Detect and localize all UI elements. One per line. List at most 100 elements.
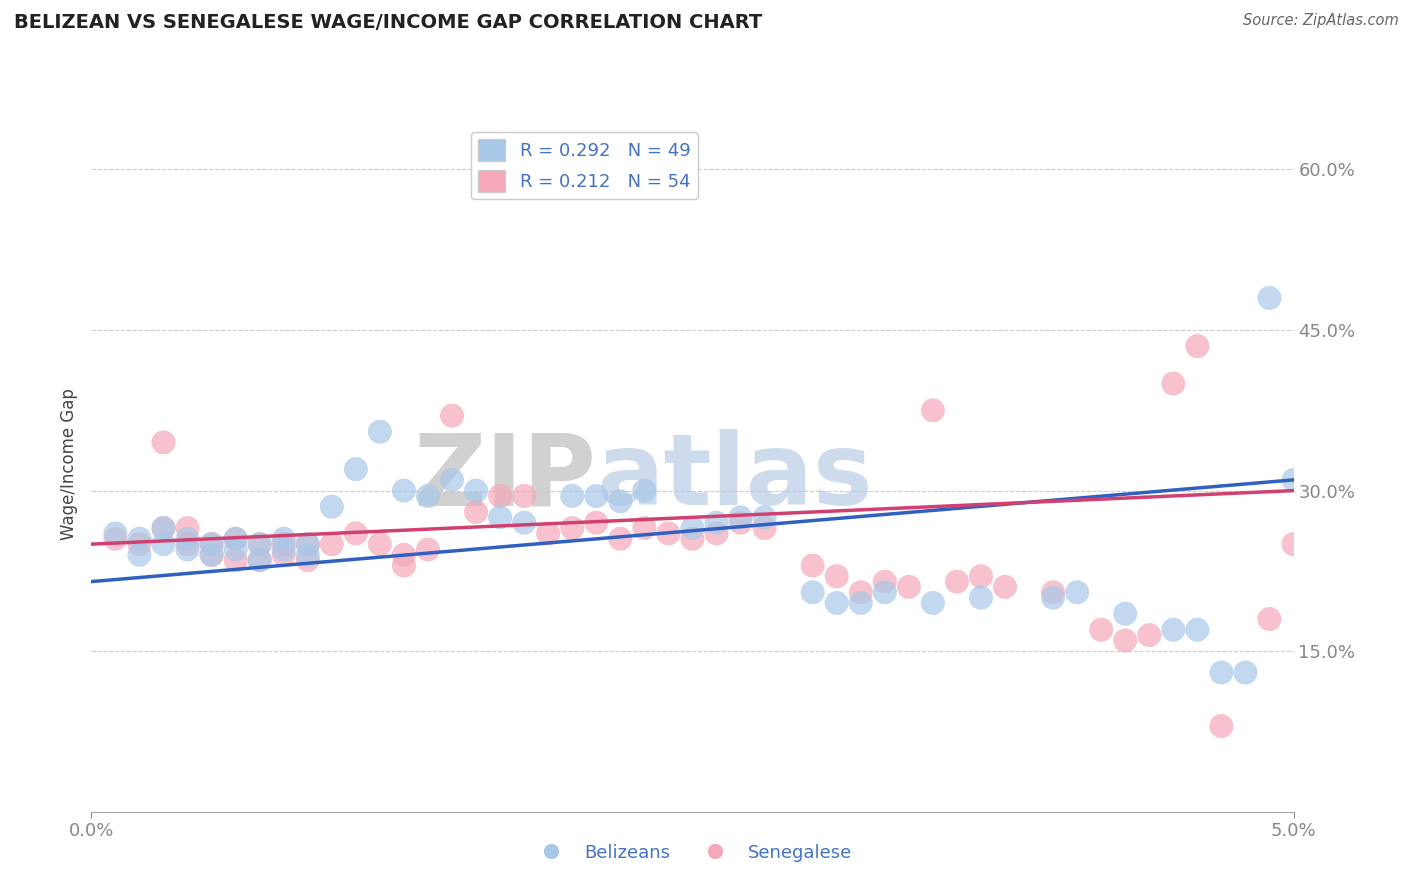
Point xyxy=(368,537,391,551)
Point xyxy=(1234,665,1257,680)
Point xyxy=(201,548,224,562)
Point xyxy=(225,532,247,546)
Point xyxy=(609,494,631,508)
Point xyxy=(489,510,512,524)
Point xyxy=(1282,537,1305,551)
Point xyxy=(225,553,247,567)
Point xyxy=(201,537,224,551)
Point xyxy=(801,585,824,599)
Point xyxy=(176,532,198,546)
Point xyxy=(1211,665,1233,680)
Point xyxy=(922,596,945,610)
Point xyxy=(633,483,655,498)
Point xyxy=(152,521,174,535)
Point xyxy=(1187,623,1209,637)
Point xyxy=(152,537,174,551)
Point xyxy=(176,537,198,551)
Point xyxy=(440,473,463,487)
Point xyxy=(297,548,319,562)
Point xyxy=(392,548,415,562)
Legend: Belizeans, Senegalese: Belizeans, Senegalese xyxy=(526,837,859,869)
Point xyxy=(1090,623,1112,637)
Point xyxy=(922,403,945,417)
Point xyxy=(225,542,247,557)
Point xyxy=(249,537,271,551)
Point xyxy=(465,483,488,498)
Point xyxy=(657,526,679,541)
Point xyxy=(946,574,969,589)
Point xyxy=(297,537,319,551)
Point xyxy=(273,537,295,551)
Point xyxy=(537,526,560,541)
Point xyxy=(249,553,271,567)
Y-axis label: Wage/Income Gap: Wage/Income Gap xyxy=(59,388,77,540)
Point xyxy=(465,505,488,519)
Point xyxy=(201,537,224,551)
Point xyxy=(825,569,848,583)
Point xyxy=(1042,585,1064,599)
Point xyxy=(970,591,993,605)
Point xyxy=(128,537,150,551)
Point xyxy=(416,489,439,503)
Point xyxy=(1187,339,1209,353)
Text: atlas: atlas xyxy=(596,429,873,526)
Point xyxy=(273,542,295,557)
Point xyxy=(754,510,776,524)
Point xyxy=(849,596,872,610)
Point xyxy=(392,483,415,498)
Point xyxy=(1161,623,1184,637)
Point xyxy=(176,542,198,557)
Point xyxy=(1137,628,1160,642)
Point xyxy=(297,537,319,551)
Point xyxy=(561,521,583,535)
Point xyxy=(344,462,367,476)
Point xyxy=(273,532,295,546)
Point xyxy=(585,489,607,503)
Point xyxy=(392,558,415,573)
Point xyxy=(321,500,343,514)
Text: BELIZEAN VS SENEGALESE WAGE/INCOME GAP CORRELATION CHART: BELIZEAN VS SENEGALESE WAGE/INCOME GAP C… xyxy=(14,13,762,32)
Point xyxy=(801,558,824,573)
Point xyxy=(633,521,655,535)
Point xyxy=(513,516,536,530)
Point xyxy=(416,542,439,557)
Point xyxy=(561,489,583,503)
Point xyxy=(489,489,512,503)
Point xyxy=(176,521,198,535)
Point xyxy=(706,516,728,530)
Point xyxy=(249,553,271,567)
Point xyxy=(585,516,607,530)
Point xyxy=(1042,591,1064,605)
Point xyxy=(104,526,127,541)
Point xyxy=(152,521,174,535)
Point xyxy=(873,574,896,589)
Point xyxy=(609,532,631,546)
Point xyxy=(994,580,1017,594)
Point xyxy=(681,521,703,535)
Point xyxy=(1282,473,1305,487)
Point xyxy=(706,526,728,541)
Point xyxy=(201,548,224,562)
Point xyxy=(128,548,150,562)
Point xyxy=(1161,376,1184,391)
Point xyxy=(681,532,703,546)
Point xyxy=(104,532,127,546)
Point xyxy=(249,537,271,551)
Point xyxy=(849,585,872,599)
Point xyxy=(368,425,391,439)
Text: Source: ZipAtlas.com: Source: ZipAtlas.com xyxy=(1243,13,1399,29)
Point xyxy=(225,532,247,546)
Point xyxy=(1114,607,1136,621)
Point xyxy=(754,521,776,535)
Point xyxy=(128,532,150,546)
Text: ZIP: ZIP xyxy=(413,429,596,526)
Point xyxy=(513,489,536,503)
Point xyxy=(897,580,920,594)
Point xyxy=(152,435,174,450)
Point xyxy=(1211,719,1233,733)
Point xyxy=(1066,585,1088,599)
Point xyxy=(1114,633,1136,648)
Point xyxy=(970,569,993,583)
Point xyxy=(1258,612,1281,626)
Point xyxy=(730,516,752,530)
